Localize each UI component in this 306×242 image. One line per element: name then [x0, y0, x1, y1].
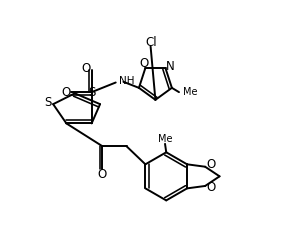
Text: O: O: [98, 168, 107, 181]
Text: S: S: [88, 86, 95, 99]
Text: Cl: Cl: [146, 36, 157, 49]
Text: O: O: [206, 158, 215, 171]
Text: Me: Me: [183, 87, 198, 97]
Text: NH: NH: [119, 76, 134, 86]
Text: N: N: [166, 60, 175, 73]
Text: S: S: [44, 97, 51, 109]
Text: O: O: [82, 61, 91, 75]
Text: O: O: [140, 57, 149, 70]
Text: Me: Me: [158, 134, 172, 144]
Text: O: O: [206, 182, 215, 194]
Text: O: O: [62, 86, 71, 99]
